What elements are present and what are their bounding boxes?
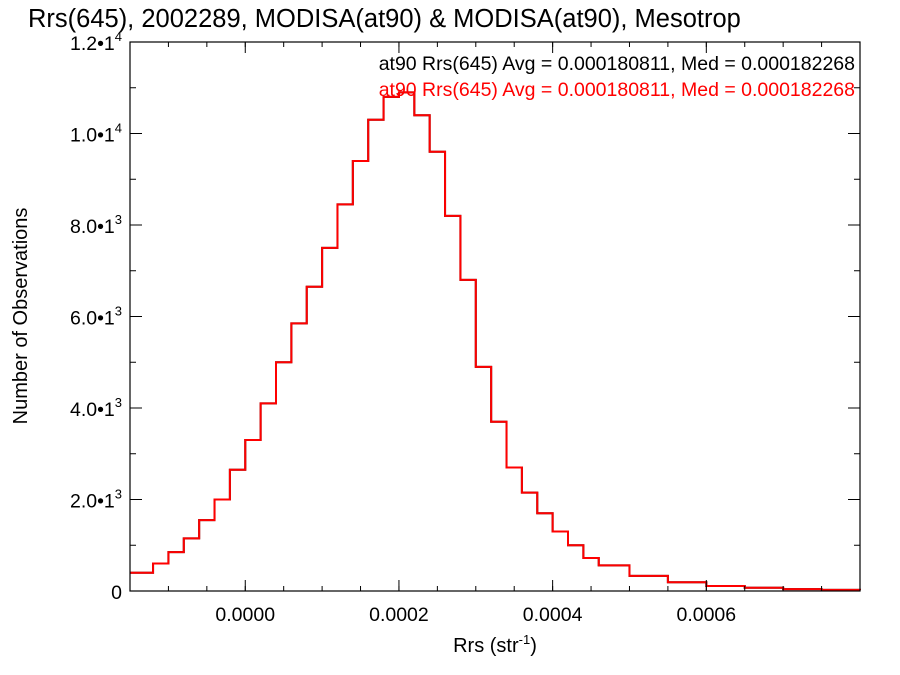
y-tick-label: 4.0•13: [70, 395, 122, 421]
histogram-series-1: [130, 91, 861, 591]
x-axis-label-superscript: -1: [519, 632, 531, 647]
series-layer: [130, 91, 861, 591]
stats-annotation-black: at90 Rrs(645) Avg = 0.000180811, Med = 0…: [379, 53, 855, 75]
histogram-series-0: [130, 91, 861, 591]
y-tick-label: 6.0•13: [70, 304, 122, 330]
y-tick-label: 2.0•13: [70, 487, 122, 513]
y-axis-label: Number of Observations: [10, 208, 32, 425]
x-tick-label: 0.0006: [676, 604, 736, 626]
stats-annotation-red: at90 Rrs(645) Avg = 0.000180811, Med = 0…: [379, 79, 855, 101]
y-tick-label: 8.0•13: [70, 212, 122, 238]
chart-title: Rrs(645), 2002289, MODISA(at90) & MODISA…: [28, 5, 741, 33]
x-tick-label: 0.0002: [369, 604, 429, 626]
ticks-layer: 0.0000 0.0002 0.0004 0.0006 0 2.0•13 4.0•13 6.0…: [70, 29, 861, 626]
x-axis-label: Rrs (str-1): [453, 632, 537, 657]
x-axis-label-main: Rrs (str: [453, 635, 519, 657]
plot-frame: [129, 41, 861, 592]
x-tick-label: 0.0004: [523, 604, 583, 626]
x-tick-label: 0.0000: [215, 604, 275, 626]
y-tick-label: 0: [111, 582, 122, 604]
x-axis-label-close: ): [530, 635, 537, 657]
y-tick-label: 1.2•14: [70, 29, 122, 55]
y-tick-label: 1.0•14: [70, 121, 122, 147]
